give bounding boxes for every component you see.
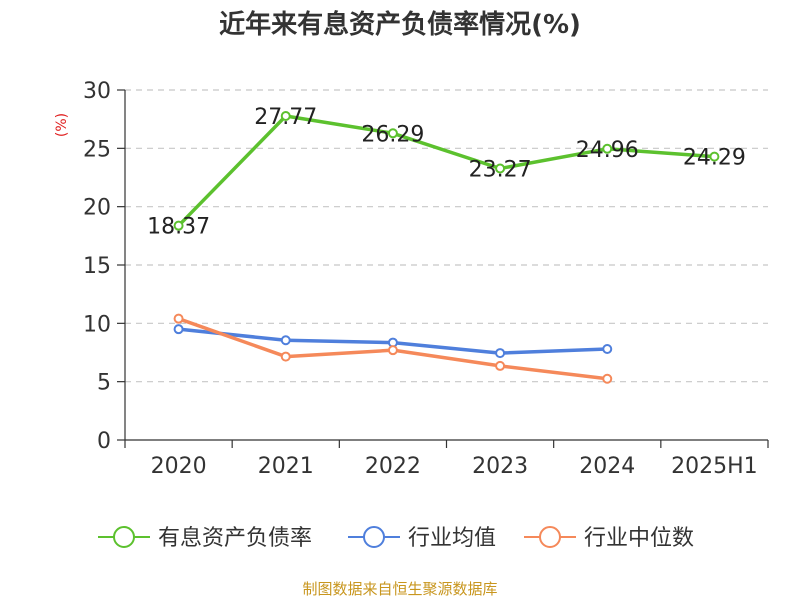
data-point (495, 348, 506, 359)
legend-label: 行业中位数 (584, 526, 694, 551)
data-point (602, 344, 613, 354)
data-point (280, 335, 291, 346)
x-tick-label: 2024 (579, 454, 635, 479)
legend-marker (539, 526, 561, 548)
data-point (709, 151, 720, 162)
data-label: 24.96 (576, 138, 639, 163)
y-tick-label: 15 (83, 254, 111, 279)
x-tick-label: 2020 (151, 454, 207, 479)
data-label: 24.29 (683, 146, 746, 171)
data-point (173, 220, 184, 231)
axes: 0 5 10 15 20 25 30 2020 2021 2022 2023 2024 2025H1 (83, 79, 769, 479)
data-label: 23.27 (469, 158, 532, 183)
data-label: 26.29 (361, 122, 424, 147)
x-tick-label: 2022 (365, 454, 421, 479)
y-tick-label: 30 (83, 79, 111, 104)
legend-marker (113, 526, 135, 548)
data-point (280, 111, 291, 122)
data-label: 18.37 (147, 215, 210, 240)
data-point (387, 128, 398, 139)
legend-label: 有息资产负债率 (158, 526, 312, 551)
data-point (280, 351, 291, 362)
y-tick-label: 25 (83, 137, 111, 162)
y-tick-label: 5 (97, 371, 111, 396)
y-tick-label: 10 (83, 312, 111, 337)
data-point (602, 373, 613, 384)
series-line (176, 114, 717, 228)
x-tick-label: 2021 (258, 454, 314, 479)
data-point (173, 313, 184, 324)
data-point (387, 345, 398, 356)
y-axis-label: (%) (54, 113, 70, 137)
x-tick-label: 2023 (472, 454, 528, 479)
data-point (495, 163, 506, 174)
y-tick-label: 0 (97, 429, 111, 454)
x-tick-label: 2025H1 (671, 454, 758, 479)
gridlines (125, 89, 768, 383)
source-note: 制图数据来自恒生聚源数据库 (302, 580, 497, 598)
data-labels: 18.37 27.77 26.29 23.27 24.96 24.29 (147, 105, 746, 240)
legend-label: 行业均值 (408, 526, 496, 551)
legend-marker (363, 526, 385, 548)
data-point (495, 360, 506, 371)
legend: 有息资产负债率 行业均值 行业中位数 (98, 526, 694, 551)
data-point (173, 324, 184, 335)
data-point (602, 143, 613, 154)
chart-title: 近年来有息资产负债率情况(%) (219, 9, 581, 40)
y-tick-label: 20 (83, 196, 111, 221)
series-layer (173, 111, 720, 384)
data-label: 27.77 (254, 105, 317, 130)
